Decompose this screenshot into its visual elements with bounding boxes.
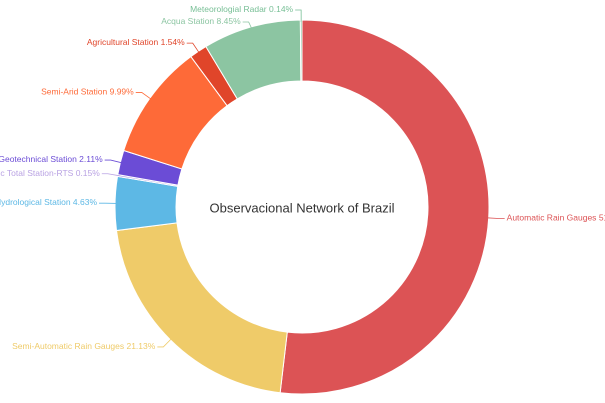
leader-line <box>101 173 120 177</box>
label-value: 51.87% <box>599 213 605 223</box>
label-name: Geotechnical Station <box>0 154 77 164</box>
label-name: Semi-Arid Station <box>41 87 107 97</box>
slice-label: Geotechnical Station 2.11% <box>0 154 103 164</box>
leader-line <box>242 21 253 30</box>
slice-label: Robotic Total Station-RTS 0.15% <box>0 168 100 178</box>
leader-line <box>135 92 152 100</box>
label-name: Meteorologial Radar <box>190 4 267 14</box>
labels: Meteorologial Radar 0.14% Acqua Station 8… <box>0 4 605 351</box>
label-name: Robotic Total Station-RTS <box>0 168 74 178</box>
leader-line <box>486 217 505 219</box>
leader-line <box>295 9 302 23</box>
label-name: Acqua Station <box>161 16 214 26</box>
slice-label: Acqua Station 8.45% <box>161 16 241 26</box>
label-value: 9.99% <box>110 87 135 97</box>
leader-line <box>157 338 173 348</box>
leader-line <box>186 42 200 54</box>
label-value: 8.45% <box>217 16 242 26</box>
slice-label: Agricultural Station 1.54% <box>87 37 185 47</box>
slice-label: Hydrological Station 4.63% <box>0 197 97 207</box>
label-name: Agricultural Station <box>87 37 159 47</box>
label-value: 0.15% <box>76 168 101 178</box>
label-name: Automatic Rain Gauges <box>507 213 597 223</box>
slices <box>114 19 490 395</box>
label-value: 21.13% <box>126 341 155 351</box>
label-value: 2.11% <box>79 154 103 164</box>
slice <box>279 19 490 395</box>
label-value: 1.54% <box>161 37 186 47</box>
slice <box>299 19 303 82</box>
leader-line <box>104 159 123 164</box>
slice-label: Semi-Arid Station 9.99% <box>41 87 134 97</box>
slice-label: Automatic Rain Gauges 51.87% <box>507 213 605 223</box>
label-value: 4.63% <box>73 197 98 207</box>
slice-label: Semi-Automatic Rain Gauges 21.13% <box>12 341 156 351</box>
slice-label: Meteorologial Radar 0.14% <box>190 4 293 14</box>
label-name: Hydrological Station <box>0 197 71 207</box>
label-name: Semi-Automatic Rain Gauges <box>12 341 124 351</box>
chart-title: Observacional Network of Brazil <box>210 200 395 215</box>
slice <box>115 222 288 394</box>
label-value: 0.14% <box>269 4 294 14</box>
